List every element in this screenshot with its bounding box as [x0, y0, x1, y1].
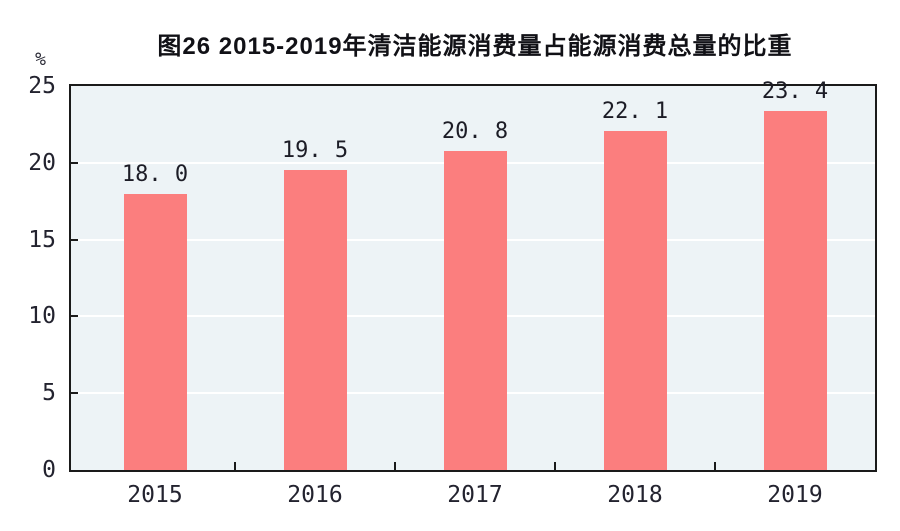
bar-value-label: 18. 0 — [121, 161, 189, 187]
bar — [603, 130, 667, 470]
bar — [283, 170, 347, 470]
bar — [123, 193, 187, 470]
y-tick-mark — [71, 238, 78, 241]
y-tick-mark — [71, 315, 78, 318]
y-tick-mark — [71, 392, 78, 395]
y-tick-label: 15 — [28, 226, 56, 253]
x-axis: 2015 2016 2017 2018 2019 — [75, 482, 875, 510]
tick-layer — [71, 86, 875, 470]
x-tick-mark — [234, 462, 236, 470]
bar-value-label: 19. 5 — [281, 138, 349, 164]
bar-value-label: 23. 4 — [761, 78, 829, 104]
x-tick-mark — [714, 462, 716, 470]
bar — [443, 150, 507, 470]
y-tick-label: 5 — [42, 380, 56, 407]
y-axis-unit-label: % — [35, 49, 46, 70]
y-tick-label: 10 — [28, 303, 56, 330]
y-tick-label: 25 — [28, 73, 56, 99]
y-tick-label: 20 — [28, 149, 56, 176]
y-tick-mark — [71, 161, 78, 164]
bar-value-label: 22. 1 — [601, 98, 669, 124]
x-tick-label: 2017 — [447, 482, 503, 508]
x-tick-label: 2015 — [127, 482, 183, 508]
x-tick-mark — [394, 462, 396, 470]
x-tick-label: 2016 — [287, 482, 343, 508]
plot-area: 18. 0 19. 5 20. 8 22. 1 23. 4 — [69, 79, 877, 472]
bar — [763, 110, 827, 470]
x-tick-label: 2019 — [767, 482, 823, 508]
bar-value-label: 20. 8 — [441, 118, 509, 144]
x-tick-mark — [554, 462, 556, 470]
x-tick-label: 2018 — [607, 482, 663, 508]
y-axis: 0 5 10 15 20 25 — [0, 74, 56, 482]
y-tick-label: 0 — [42, 457, 56, 483]
bars-layer: 18. 0 19. 5 20. 8 22. 1 23. 4 — [75, 79, 875, 470]
chart-title: 图26 2015-2019年清洁能源消费量占能源消费总量的比重 — [157, 33, 793, 60]
